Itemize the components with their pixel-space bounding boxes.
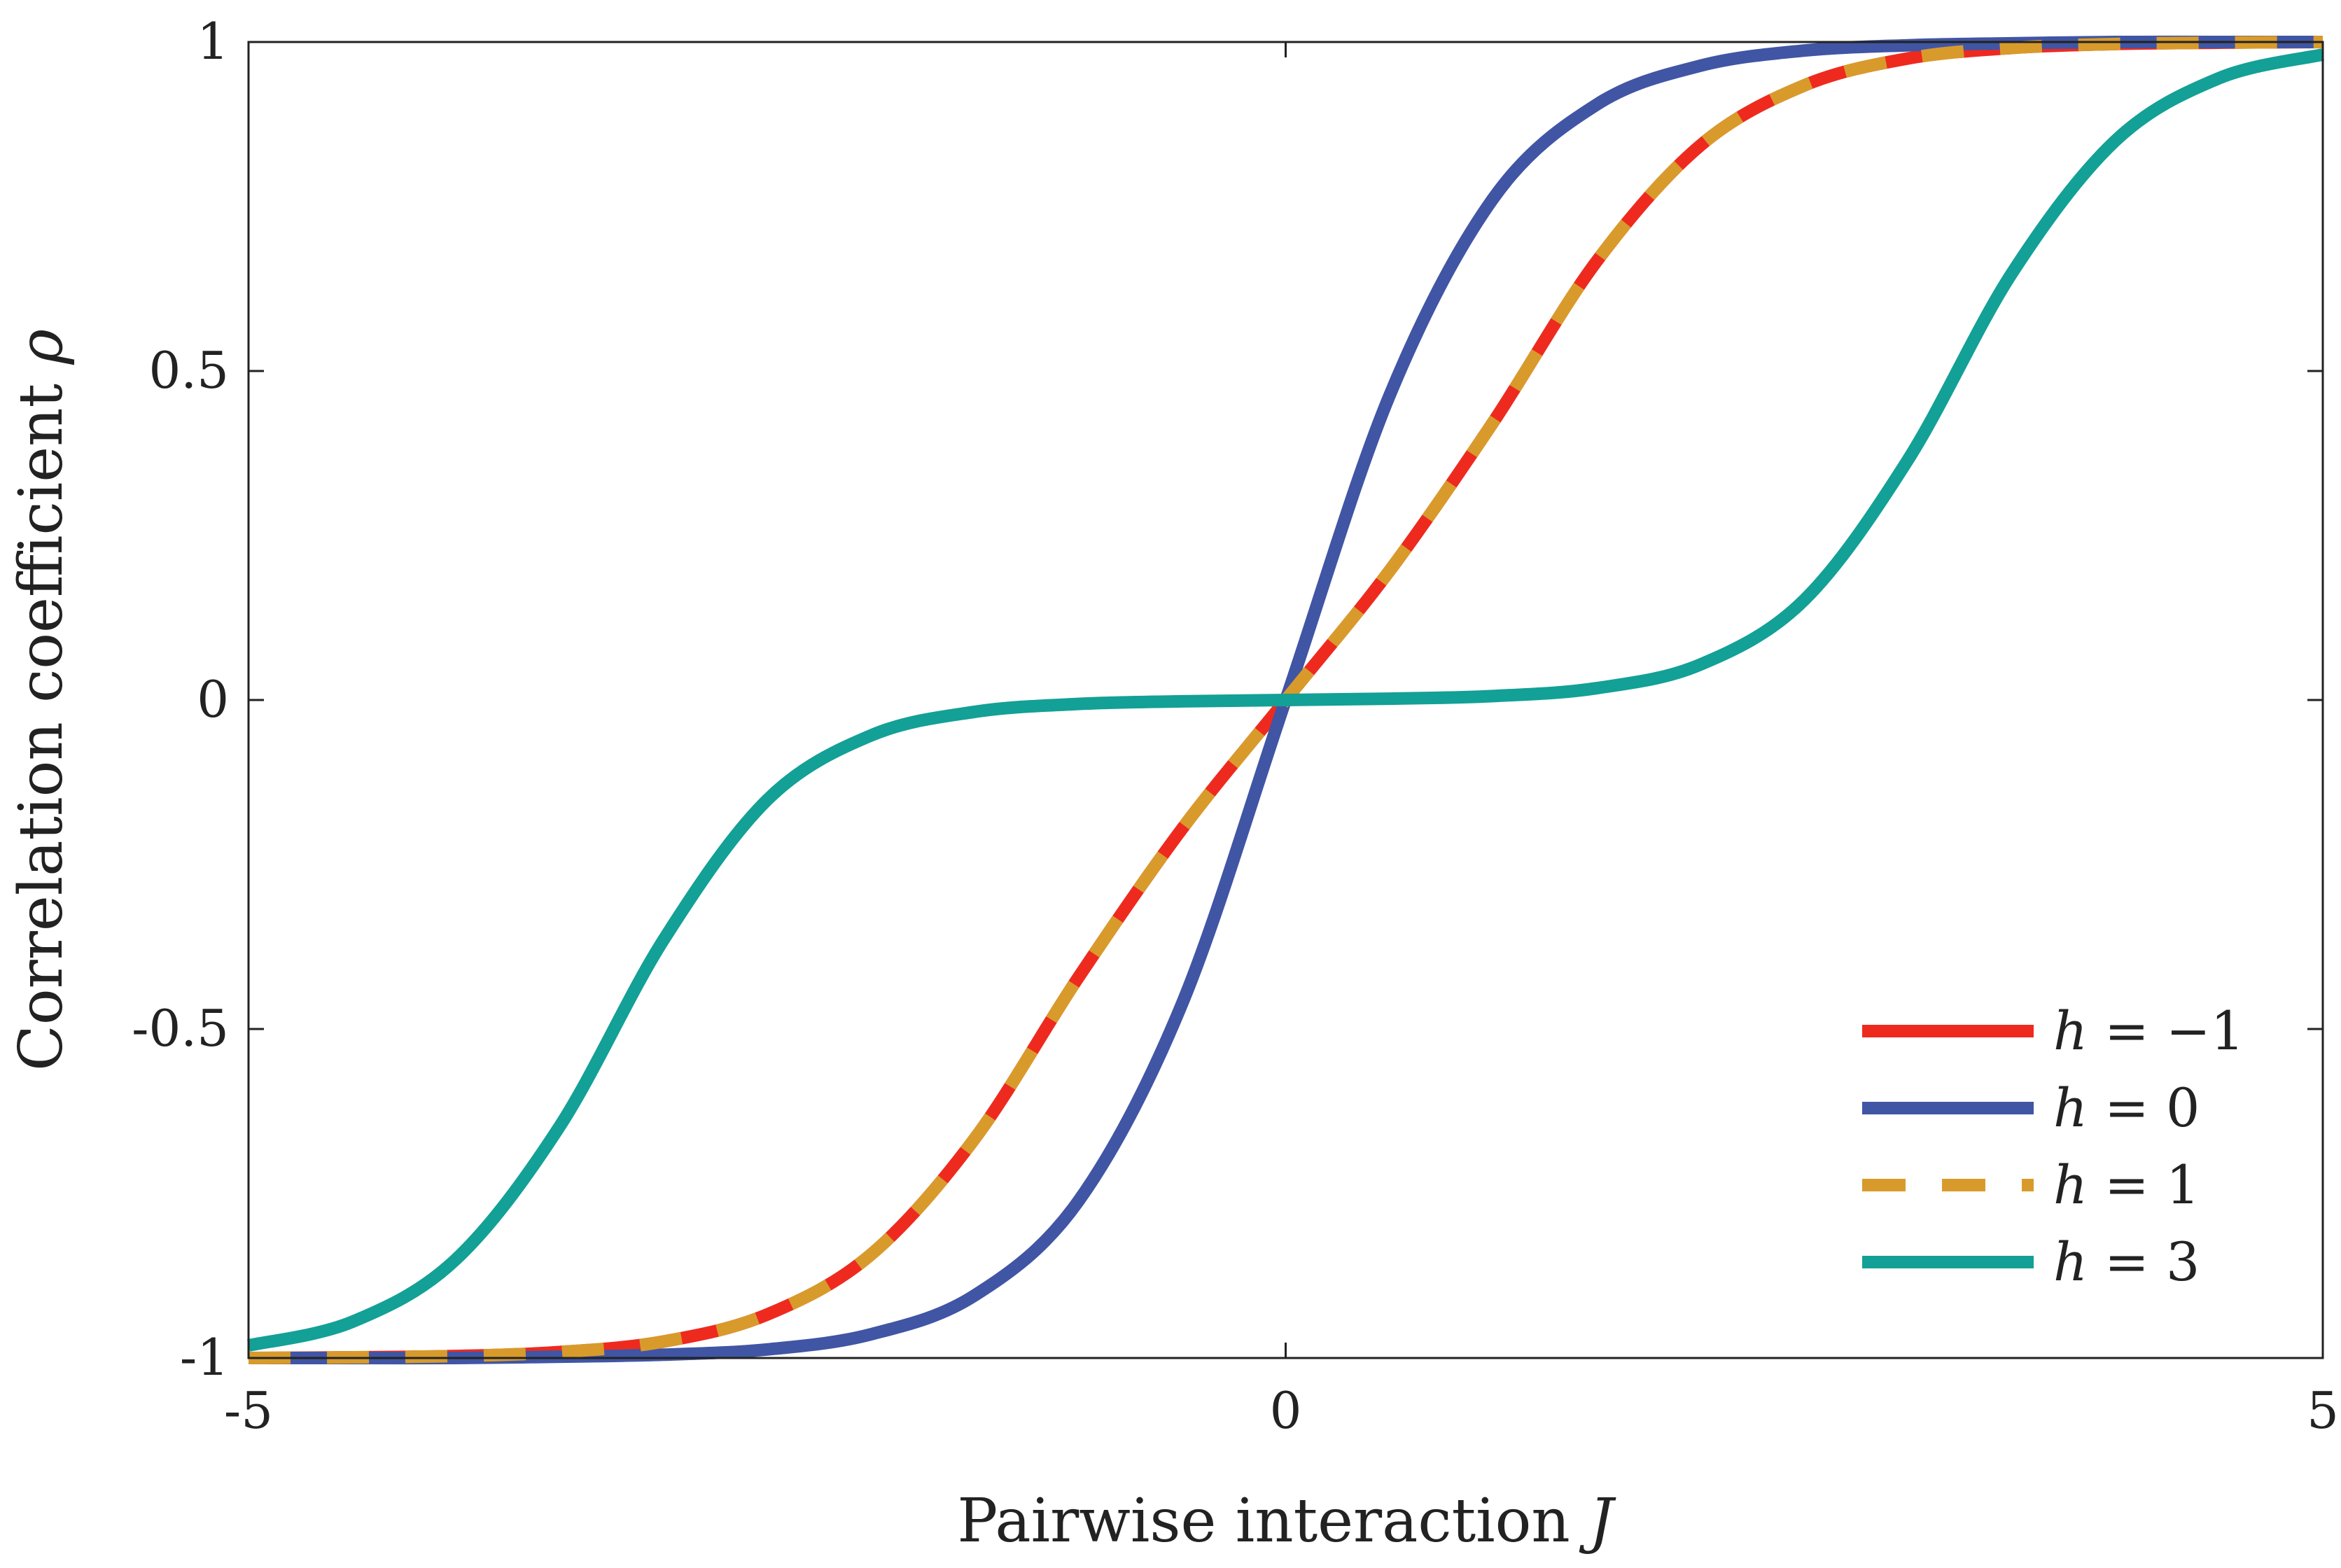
y-tick-label: -0.5 (132, 999, 229, 1058)
y-tick-label: -1 (180, 1328, 229, 1387)
series-line-h-3 (246, 48, 2325, 1352)
legend-label-h-0: h = 0 (2053, 1077, 2200, 1139)
y-axis-title: Correlation coefficient ρ (6, 329, 76, 1071)
series-layer (246, 35, 2325, 1365)
x-axis-title: Pairwise interaction J (957, 1486, 1616, 1556)
tick-layer: -5 0 5 -1 -0.5 0 0.5 1 (132, 12, 2339, 1440)
x-tick-label: 0 (1270, 1381, 1302, 1440)
legend-label-h-3: h = 3 (2053, 1231, 2200, 1293)
legend: h = −1 h = 0 h = 1 h = 3 (1862, 1000, 2244, 1293)
x-tick-label: -5 (224, 1381, 273, 1440)
legend-label-h-minus-1: h = −1 (2053, 1000, 2244, 1062)
legend-label-h-1: h = 1 (2053, 1154, 2200, 1216)
y-tick-label: 0 (197, 670, 229, 729)
y-tick-label: 0.5 (148, 341, 229, 400)
x-tick-label: 5 (2307, 1381, 2339, 1440)
y-tick-label: 1 (197, 12, 229, 71)
